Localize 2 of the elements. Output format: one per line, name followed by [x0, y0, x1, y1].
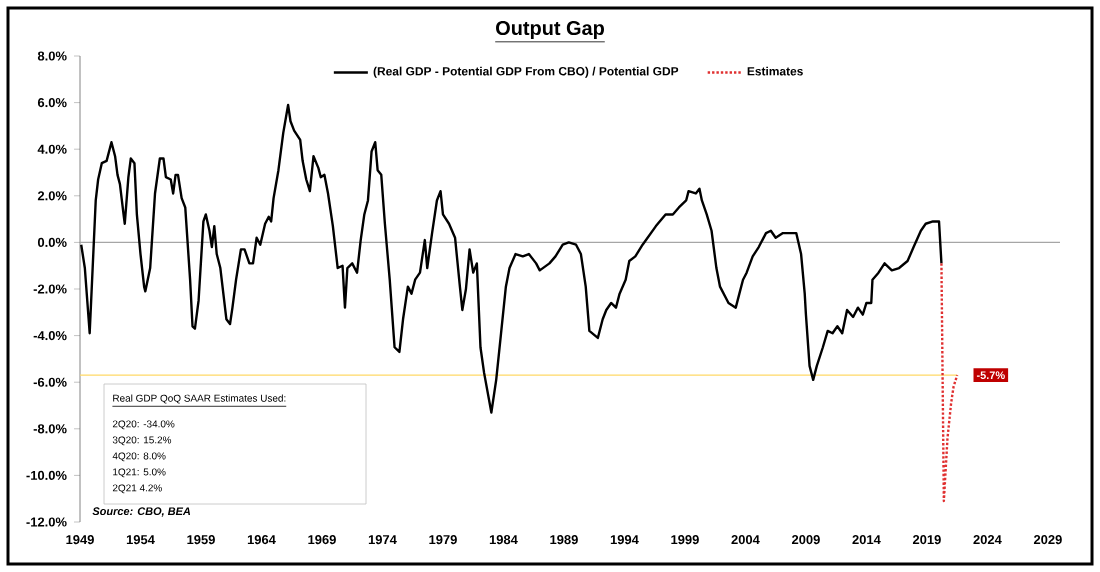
chart-title: Output Gap	[496, 20, 604, 40]
line-series	[940, 262, 959, 503]
